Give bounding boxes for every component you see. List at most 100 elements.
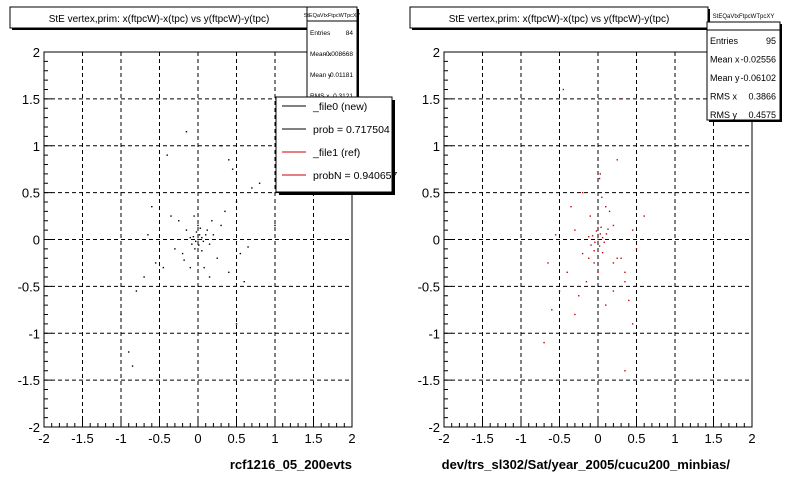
data-point <box>208 276 211 278</box>
stats-row-label: Mean y <box>710 73 740 83</box>
data-point <box>558 290 561 292</box>
data-points <box>543 88 645 372</box>
data-point <box>239 252 242 255</box>
data-point <box>247 246 249 248</box>
data-point <box>612 262 615 264</box>
data-point <box>598 177 601 180</box>
x-tick-label: -2 <box>38 431 50 446</box>
data-point <box>581 191 584 194</box>
x-tick-label: 0 <box>194 431 201 446</box>
data-point <box>228 159 230 161</box>
stats-row-value: 95 <box>766 36 776 46</box>
stats-name: StEQaVtxFtpcWTpcXY <box>304 13 361 19</box>
data-point <box>578 295 580 297</box>
data-point <box>608 210 611 213</box>
data-point <box>195 231 198 233</box>
y-tick-label: 0 <box>433 233 440 248</box>
x-tick-label: -1 <box>515 431 527 446</box>
chart-panel-2: -2 -1.5 -1 -0.5 0 0.5 1 1.5 2 -2 -1.5 -1 -0.5 0 0.5 1 1.… <box>409 6 782 472</box>
data-point <box>189 236 191 239</box>
data-point <box>185 130 188 133</box>
data-point <box>189 266 191 269</box>
data-point <box>554 234 557 236</box>
legend-entry: prob = 0.717504 <box>313 124 390 136</box>
data-point <box>235 201 238 203</box>
legend-entry: _file1 (ref) <box>312 147 360 159</box>
data-point <box>231 168 234 170</box>
data-point <box>224 210 226 213</box>
legend: _file0 (new) prob = 0.717504 _file1 (ref) p… <box>275 96 398 195</box>
data-point <box>631 229 634 231</box>
data-point <box>212 234 215 236</box>
x-tick-label: -1.5 <box>471 431 493 446</box>
title-box <box>409 6 709 29</box>
data-point <box>201 250 203 252</box>
data-point <box>624 271 626 274</box>
data-point <box>616 159 618 161</box>
data-point <box>616 257 618 259</box>
data-point <box>597 271 599 274</box>
x-tick-label: -1.5 <box>71 431 93 446</box>
stats-box: StEQaVtxFtpcWTpcXY Entries 95 Mean x -0.0255… <box>706 14 782 122</box>
data-point <box>178 220 180 222</box>
data-point <box>191 243 193 245</box>
y-tick-label: -0.5 <box>418 279 440 294</box>
data-point <box>183 259 185 261</box>
data-point <box>197 257 199 259</box>
stats-row-value: 0.3866 <box>748 92 776 102</box>
stats-row-value: -0.02556 <box>740 55 776 65</box>
y-tick-label: -1 <box>428 326 440 341</box>
data-point <box>216 257 218 259</box>
x-tick-label: -0.5 <box>148 431 170 446</box>
axis-ticks <box>443 51 753 428</box>
data-point <box>601 196 603 199</box>
data-point <box>174 248 176 250</box>
y-tick-label: 0.5 <box>422 186 440 201</box>
data-point <box>220 224 222 227</box>
data-point <box>612 224 615 227</box>
data-point <box>211 220 213 222</box>
data-point <box>574 313 576 316</box>
data-point <box>220 145 222 147</box>
stats-row-label: Entries <box>310 30 331 37</box>
data-point <box>197 224 199 227</box>
data-point <box>243 280 245 283</box>
data-point <box>170 215 172 217</box>
x-tick-label: 1.5 <box>304 431 322 446</box>
data-point <box>600 226 602 229</box>
data-point <box>574 229 576 231</box>
axis-ticks <box>43 51 353 428</box>
x-axis-label: rcf1216_05_200evts <box>230 457 352 472</box>
data-point <box>198 234 201 236</box>
y-tick-label: 0 <box>33 233 40 248</box>
data-point <box>601 251 604 254</box>
y-tick-label: 1 <box>433 139 440 154</box>
chart-panel-1: -2 -1.5 -1 -0.5 0 0.5 1 1.5 2 -2 -1.5 -1 -0.5 0 0.5 1 1.… <box>9 6 398 472</box>
data-point <box>585 280 588 283</box>
stats-name: StEQaVtxFtpcWTpcXY <box>713 14 775 20</box>
x-tick-label: -2 <box>438 431 450 446</box>
data-point <box>143 276 145 278</box>
y-tick-label: 1.5 <box>22 92 40 107</box>
data-point <box>588 257 590 259</box>
x-tick-label: 0.5 <box>627 431 645 446</box>
x-tick-label: -1 <box>115 431 127 446</box>
x-tick-label: 0 <box>594 431 601 446</box>
data-point <box>605 233 608 235</box>
data-point <box>570 205 572 208</box>
data-point <box>594 241 596 244</box>
data-point <box>620 98 622 100</box>
data-point <box>608 332 611 334</box>
legend-entry: probN = 0.940657 <box>313 170 398 182</box>
x-tick-label: 1 <box>671 431 678 446</box>
data-point <box>601 236 604 239</box>
data-point <box>202 240 205 243</box>
data-point <box>208 243 211 245</box>
data-point <box>547 262 549 264</box>
y-tick-label: -2 <box>28 420 40 435</box>
legend-entry: _file0 (new) <box>312 101 367 113</box>
data-point <box>593 250 595 252</box>
y-tick-label: -0.5 <box>18 279 40 294</box>
data-point <box>235 323 238 325</box>
data-point <box>181 252 184 255</box>
